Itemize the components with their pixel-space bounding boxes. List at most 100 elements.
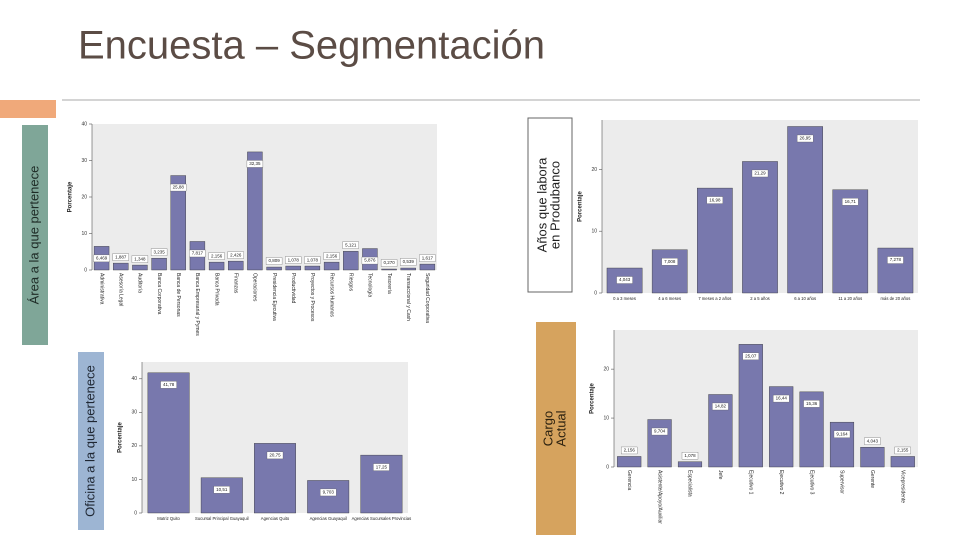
x-tick-label: Banca de Personas	[175, 273, 181, 317]
bar	[877, 247, 914, 294]
value-label: 1,078	[307, 257, 319, 262]
y-tick-label: 20	[131, 443, 137, 449]
value-label: 4,043	[619, 277, 631, 282]
y-tick-label: 10	[131, 477, 137, 483]
x-tick-label: Recursos Humanos	[328, 273, 334, 317]
panel-label: Oficina a la que pertenece	[82, 365, 97, 517]
value-label: 25,88	[173, 185, 185, 190]
bar	[677, 461, 703, 468]
value-label: 16,44	[776, 396, 788, 401]
x-tick-label: Agencias Guayaquil	[310, 516, 347, 521]
value-label: 2,156	[624, 448, 636, 453]
accent-square	[0, 100, 56, 118]
x-tick-label: Tecnología	[367, 273, 373, 297]
x-tick-label: 0 a 3 meses	[613, 296, 636, 301]
value-label: 32,35	[249, 161, 261, 166]
value-label-box	[112, 253, 129, 261]
x-tick-label: más de 20 años	[881, 296, 911, 301]
value-label: 1,617	[422, 255, 434, 260]
value-label-box	[803, 400, 820, 408]
value-label-box	[189, 249, 206, 258]
value-label-box	[150, 248, 168, 256]
panel-label-box	[536, 322, 576, 535]
value-label-box	[160, 381, 177, 389]
bar	[419, 263, 436, 271]
value-label-box	[208, 252, 225, 260]
x-tick-label: Gerente	[869, 470, 875, 488]
value-label: 1,078	[684, 453, 696, 458]
value-label: 9,164	[836, 431, 848, 436]
x-tick-label: Transaccional y Cash	[405, 273, 411, 321]
value-label: 9,703	[323, 490, 335, 495]
value-label-box	[342, 241, 359, 249]
value-label-box	[796, 134, 814, 143]
panel-label: CargoActual	[541, 410, 569, 446]
value-label-box	[681, 452, 699, 460]
value-label: 16,98	[709, 197, 721, 202]
value-label: 6,469	[96, 256, 108, 261]
value-label: 16,71	[845, 199, 857, 204]
value-label: 0,270	[383, 260, 395, 265]
bar	[708, 394, 733, 468]
value-label-box	[706, 196, 724, 204]
value-label: 0,809	[268, 258, 280, 263]
x-tick-label: Asistente/Apoyo/Auxiliar	[656, 470, 662, 524]
panel-label-box	[527, 117, 573, 293]
bar	[323, 261, 340, 271]
value-label: 14,82	[715, 404, 727, 409]
value-label-box	[661, 258, 678, 266]
value-label: 26,95	[800, 136, 812, 141]
value-label: 5,876	[364, 258, 376, 263]
value-label: 1,887	[115, 254, 127, 259]
x-tick-label: 6 a 10 años	[794, 296, 816, 301]
value-label-box	[285, 256, 302, 264]
value-label-box	[304, 256, 321, 264]
value-label-box	[170, 183, 187, 192]
value-label: 21,29	[754, 171, 766, 176]
value-label: 7,278	[890, 257, 902, 262]
value-label-box	[380, 259, 398, 267]
bar	[829, 421, 855, 468]
value-label: 2,426	[230, 252, 242, 257]
x-tick-label: Finanzas	[232, 273, 238, 294]
value-label-box	[400, 258, 417, 266]
value-label-box	[742, 352, 759, 360]
value-label-box	[93, 254, 110, 263]
bar	[247, 151, 263, 271]
y-tick-label: 10	[603, 415, 609, 421]
value-label-box	[864, 437, 881, 445]
bar	[769, 386, 794, 468]
x-tick-label: Operaciones	[252, 273, 258, 302]
value-label: 15,36	[806, 401, 818, 406]
bar	[381, 268, 397, 271]
bar	[617, 456, 642, 468]
x-tick-label: Proyectos y Procesos	[309, 273, 315, 322]
value-label: 20,75	[269, 453, 281, 458]
bar	[697, 187, 733, 294]
bar	[208, 261, 225, 271]
value-label: 17,25	[376, 464, 388, 469]
x-tick-label: Banca Corporativa	[156, 273, 162, 315]
bar	[647, 419, 672, 468]
x-tick-label: Seguridad Corporativa	[424, 273, 430, 323]
value-label: 1,348	[134, 256, 146, 261]
bar	[147, 372, 190, 514]
bar	[832, 189, 869, 294]
x-tick-label: Sucursal Principal Guayaquil	[195, 516, 249, 521]
value-label: 3,235	[153, 249, 165, 254]
x-tick-label: 7 meses a 2 años	[698, 296, 731, 301]
bar	[113, 262, 129, 271]
x-tick-label: Matriz Quito	[157, 516, 180, 521]
panel-label: Años que laboraen Produbanco	[535, 157, 563, 252]
x-tick-label: Administrativa	[98, 273, 104, 305]
value-label: 41,78	[163, 382, 175, 387]
slide-title: Encuesta – Segmentación	[78, 24, 545, 68]
value-label: 5,121	[345, 242, 357, 247]
value-label-box	[621, 446, 638, 455]
y-tick-label: 40	[81, 121, 87, 127]
x-tick-label: Gerencia	[626, 470, 632, 491]
y-tick-label: 20	[591, 167, 597, 173]
panel-label: Área a la que pertenece	[26, 166, 41, 305]
x-tick-label: Riesgos	[347, 273, 353, 292]
y-tick-label: 0	[134, 510, 137, 516]
